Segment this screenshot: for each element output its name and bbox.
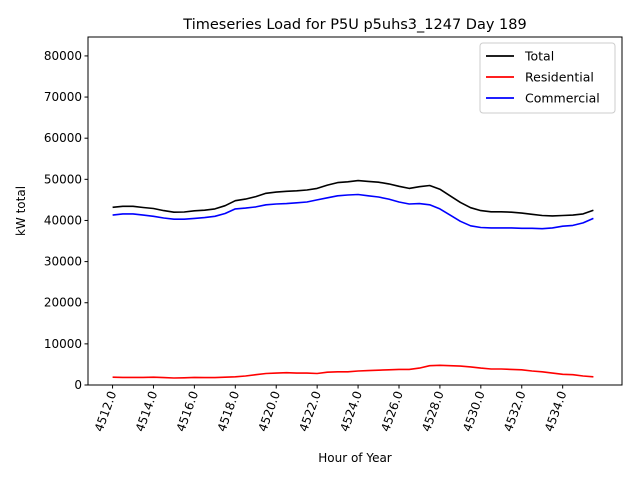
x-axis-label: Hour of Year [318, 451, 392, 465]
legend-box [479, 42, 616, 114]
chart-title: Timeseries Load for P5U p5uhs3_1247 Day … [182, 17, 526, 33]
x-tick-label: 4532.0 [501, 389, 529, 433]
y-tick-label: 20000 [44, 296, 82, 310]
x-tick-label: 4514.0 [133, 389, 161, 433]
x-tick-label: 4520.0 [256, 389, 284, 433]
legend-label-total: Total [524, 49, 554, 64]
y-tick-label: 60000 [44, 131, 82, 145]
y-tick-label: 50000 [44, 172, 82, 186]
legend: Total Residential Commercial [479, 42, 616, 114]
x-tick-label: 4530.0 [460, 389, 488, 433]
y-tick-label: 40000 [44, 213, 82, 227]
x-tick-label: 4528.0 [419, 389, 447, 433]
y-tick-label: 0 [74, 378, 82, 392]
legend-label-commercial: Commercial [525, 91, 600, 106]
x-tick-label: 4524.0 [337, 389, 365, 433]
y-tick-label: 80000 [44, 49, 82, 63]
x-tick-label: 4526.0 [378, 389, 406, 433]
x-tick-label: 4512.0 [92, 389, 120, 433]
y-tick-label: 10000 [44, 337, 82, 351]
y-tick-label: 30000 [44, 255, 82, 269]
series-line-commercial [112, 193, 594, 230]
series-line-residential [112, 364, 594, 379]
x-tick-label: 4534.0 [542, 389, 570, 433]
x-tick-label: 4518.0 [215, 389, 243, 433]
legend-label-residential: Residential [525, 70, 594, 85]
series-line-total [112, 179, 594, 217]
x-tick-label: 4522.0 [296, 389, 324, 433]
axes-frame [87, 36, 623, 386]
y-axis-label: kW total [14, 186, 28, 236]
x-tick-label: 4516.0 [174, 389, 202, 433]
y-tick-label: 70000 [44, 90, 82, 104]
